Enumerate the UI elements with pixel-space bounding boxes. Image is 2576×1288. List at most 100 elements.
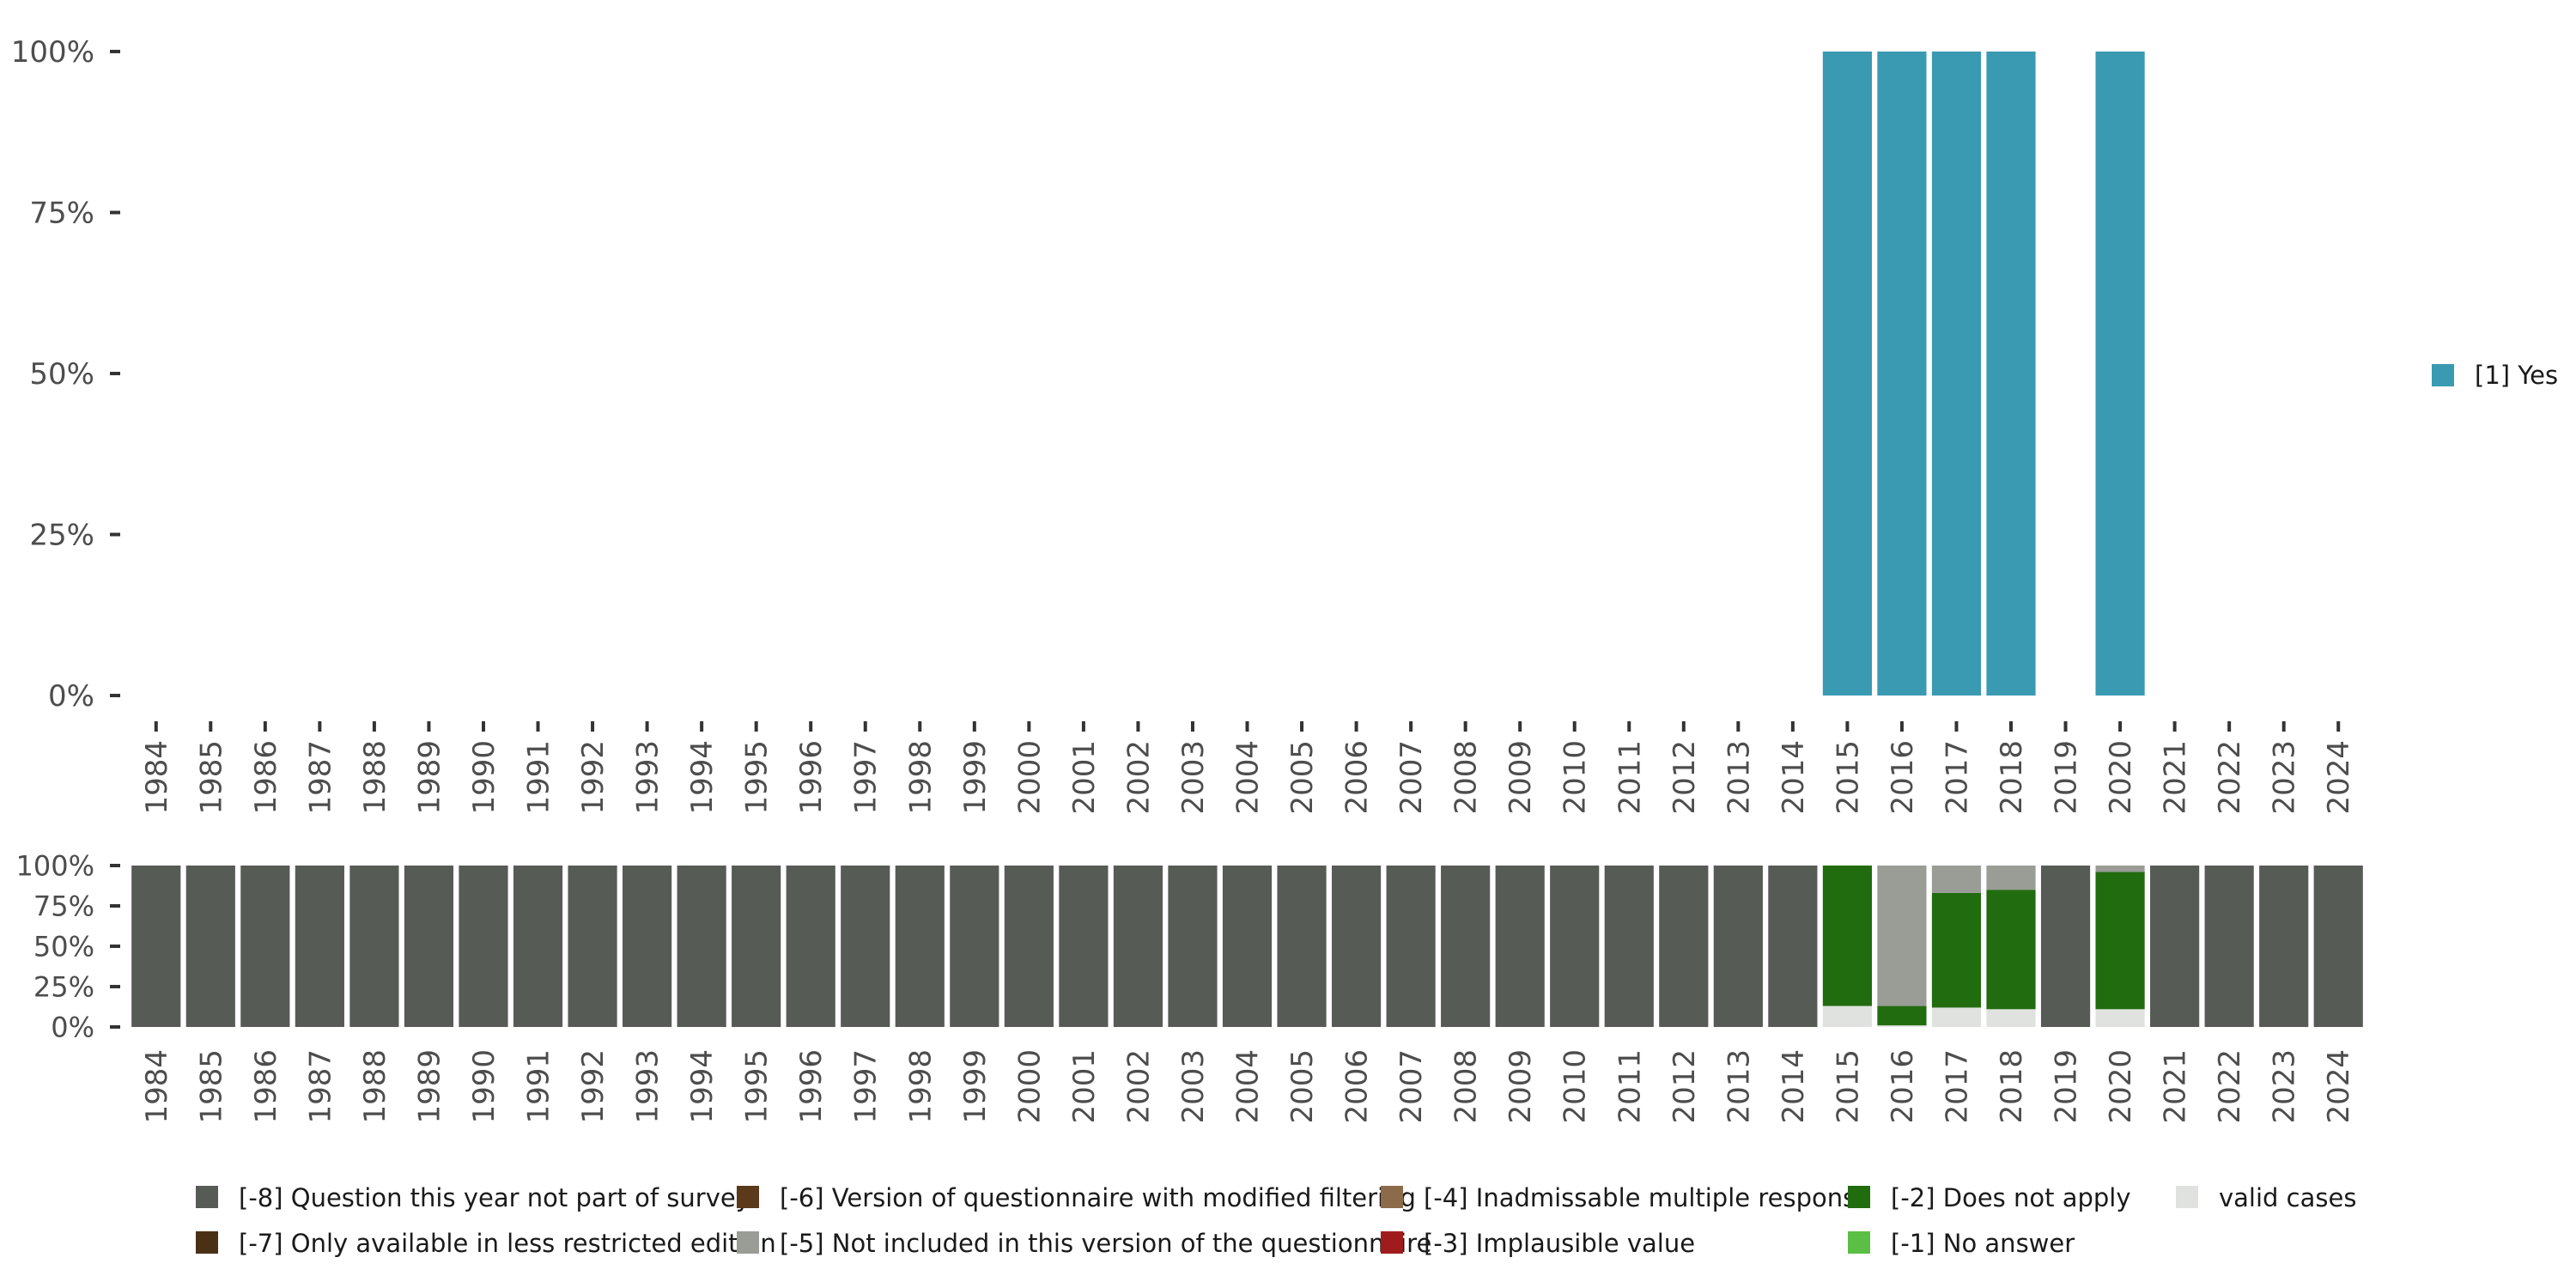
legend-label: [-3] Implausible value [1424,1229,1695,1258]
legend-swatch [737,1186,759,1208]
legend-swatch [737,1231,759,1254]
y-tick-label: 50% [33,931,94,963]
bar-segment [295,866,344,1027]
x-tick-label: 1986 [249,1049,283,1124]
x-tick-label: 2024 [2322,740,2356,815]
x-tick-label: 1991 [522,740,556,815]
x-tick-label: 2009 [1504,740,1538,815]
top-chart: 0% 25% 50% 75% 100% 1984 1985 1986 1987 1988 1989 1… [11,35,2356,814]
y-tick-label: 0% [51,1012,94,1044]
x-tick-label: 2004 [1231,1049,1266,1124]
legend-swatch [2176,1186,2198,1208]
legend-label: [-2] Does not apply [1891,1183,2131,1212]
x-tick-label: 2009 [1504,1049,1538,1124]
legend-label: [-5] Not included in this version of the… [780,1229,1431,1258]
x-tick-label: 2002 [1121,1049,1156,1124]
legend-label: [-8] Question this year not part of surv… [239,1183,750,1212]
bar-segment [1931,1007,1982,1027]
bar-segment [1986,866,2036,890]
x-tick-label: 1989 [412,740,447,815]
x-tick-label: 1996 [794,740,829,815]
x-tick-label: 1998 [903,740,938,815]
x-tick-label: 2018 [1995,1049,2029,1124]
x-tick-label: 2004 [1231,740,1266,815]
bar-segment [1877,866,1927,1006]
x-tick-label: 1985 [194,1049,228,1124]
x-tick-label: 1999 [958,1049,993,1124]
x-tick-label: 1991 [522,1049,556,1124]
legend-label: valid cases [2219,1183,2356,1212]
bar-segment [404,866,454,1027]
bar-segment [1822,52,1872,696]
bar-segment [1713,866,1763,1027]
x-tick-label: 2002 [1121,740,1156,815]
x-tick-label: 1997 [849,1049,884,1124]
x-tick-label: 1990 [467,740,501,815]
x-tick-label: 2003 [1176,740,1211,815]
x-tick-label: 2022 [2213,740,2247,815]
x-tick-label: 2007 [1394,740,1429,815]
bar-segment [1877,1005,1927,1026]
x-tick-label: 1990 [467,1049,501,1124]
x-tick-label: 1994 [685,740,720,815]
bar-segment [623,866,672,1027]
bar-segment [1768,866,1818,1027]
bar-segment [1822,1005,1872,1027]
bar-segment [2150,866,2200,1027]
bar-segment [1931,52,1982,696]
bar-segment [1877,52,1927,696]
legend-swatch [1381,1231,1403,1254]
x-tick-label: 1989 [412,1049,447,1124]
x-tick-label: 2008 [1449,740,1484,815]
legend-swatch [1848,1231,1870,1254]
bottom-chart: 0% 25% 50% 75% 100% 1984 1985 1986 1987 1988 1989 1… [16,850,2363,1124]
x-tick-label: 1993 [631,1049,665,1124]
x-tick-label: 2013 [1722,740,1756,815]
bar-segment [786,866,835,1027]
bar-segment [1495,866,1545,1027]
x-tick-label: 1988 [358,1049,392,1124]
bar-segment [1168,866,1218,1027]
x-tick-label: 2020 [2104,1049,2138,1124]
bar-segment [1277,866,1327,1027]
y-tick-label: 100% [16,850,94,883]
bar-segment [2313,866,2363,1027]
bar-segment [895,866,945,1027]
legend-label: [-4] Inadmissable multiple response [1424,1183,1871,1212]
bar-segment [1004,866,1054,1027]
bar-segment [1059,866,1109,1027]
x-tick-label: 2015 [1831,740,1865,815]
bar-segment [1931,892,1982,1008]
x-tick-label: 2023 [2268,1049,2302,1124]
x-tick-label: 1998 [903,1049,938,1124]
x-tick-label: 1986 [249,740,283,815]
y-tick-label: 0% [48,679,94,714]
x-tick-label: 2023 [2268,740,2302,815]
x-tick-label: 1994 [685,1049,720,1124]
bar-segment [1986,890,2036,1010]
x-tick-label: 2019 [2050,1049,2084,1124]
x-tick-label: 2022 [2213,1049,2247,1124]
x-tick-label: 1995 [740,740,775,815]
bar-segment [459,866,508,1027]
x-tick-label: 1999 [958,740,993,815]
x-tick-label: 2020 [2104,740,2138,815]
x-tick-label: 2021 [2159,740,2193,815]
x-tick-label: 1987 [303,1049,337,1124]
x-tick-label: 2016 [1886,740,1920,815]
bar-segment [185,866,235,1027]
x-tick-label: 2016 [1886,1049,1920,1124]
bar-segment [513,866,563,1027]
bar-segment [950,866,999,1027]
x-tick-label: 2000 [1012,1049,1047,1124]
x-tick-label: 1993 [631,740,665,815]
bar-segment [1931,866,1982,893]
x-tick-label: 1984 [140,740,174,815]
bar-segment [1877,1025,1927,1027]
bottom-legend: [-8] Question this year not part of surv… [196,1183,2356,1258]
x-tick-label: 1996 [794,1049,829,1124]
x-tick-label: 1985 [194,740,228,815]
y-tick-label: 100% [11,35,94,70]
bar-segment [1222,866,1273,1027]
